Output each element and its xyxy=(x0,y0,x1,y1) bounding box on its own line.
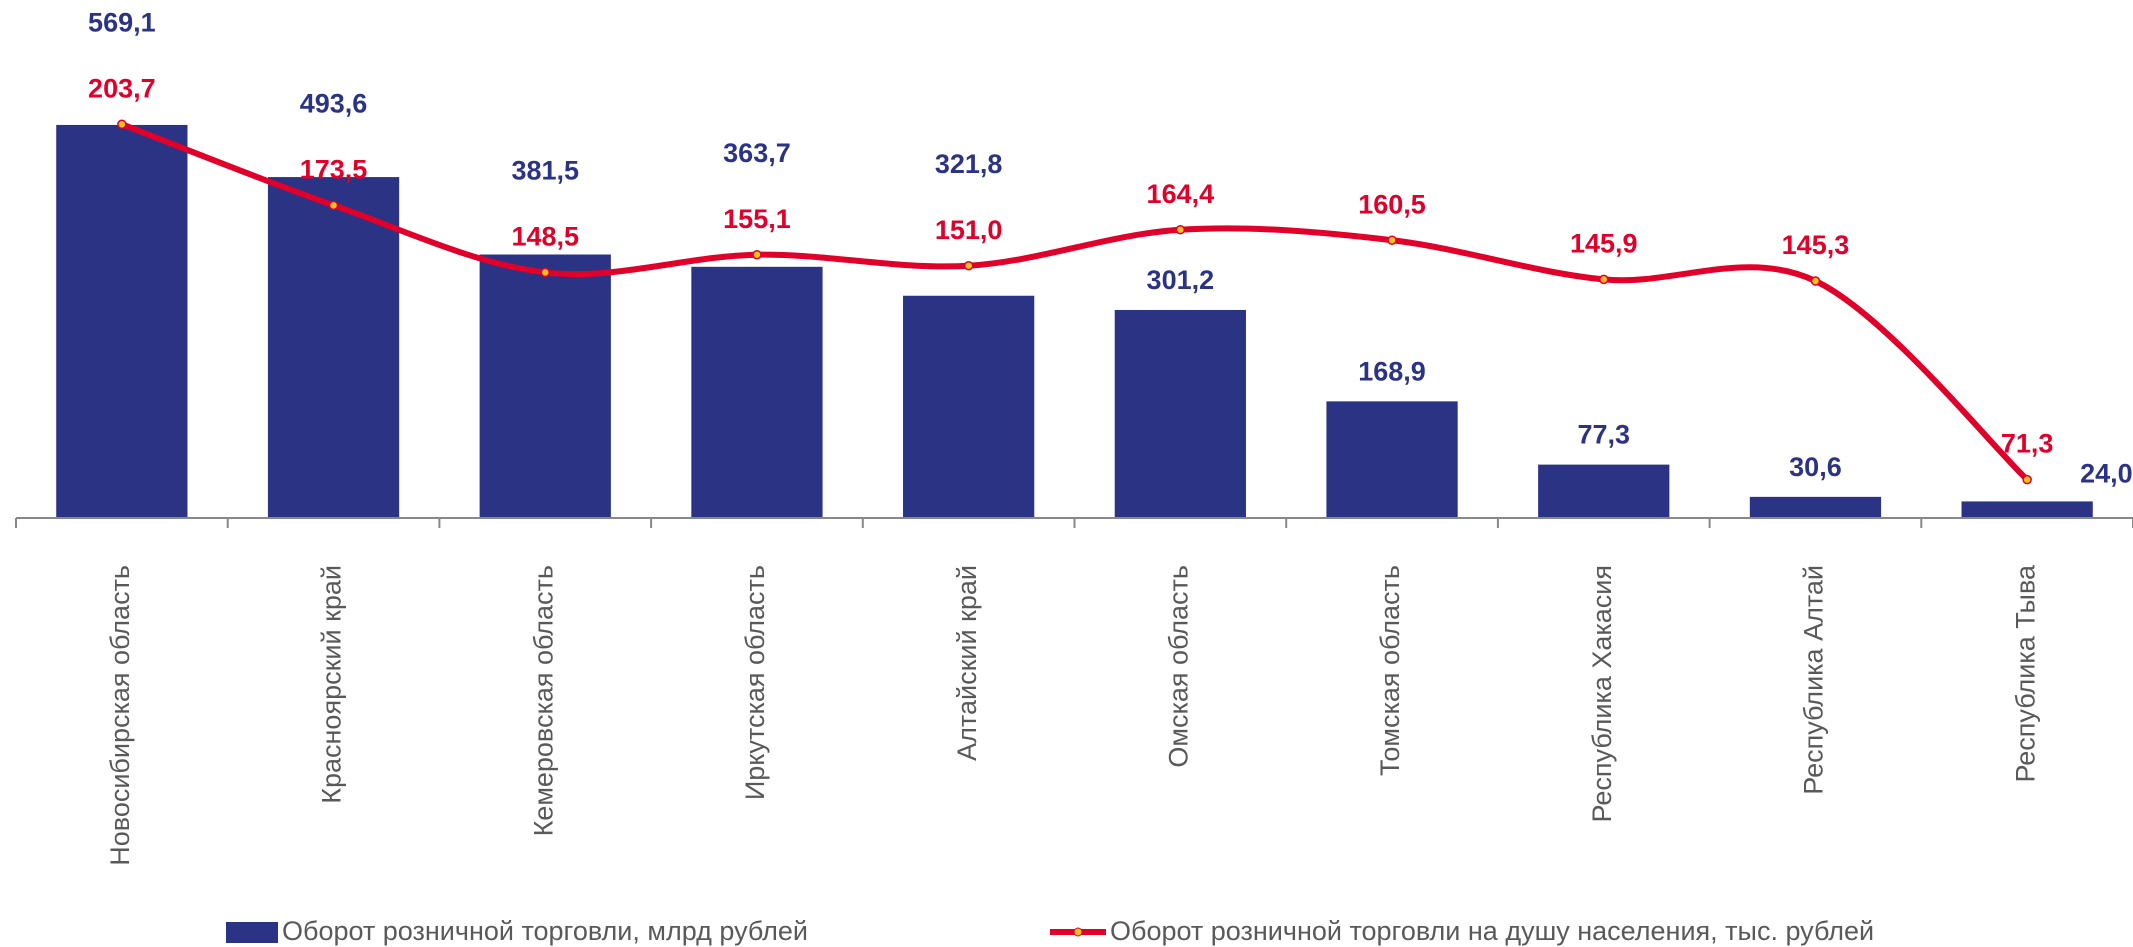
line-value-label: 148,5 xyxy=(511,222,579,252)
bar-value-label: 363,7 xyxy=(723,138,791,168)
legend-marker xyxy=(1073,927,1083,937)
bar-value-label: 168,9 xyxy=(1358,356,1426,386)
bar xyxy=(56,124,188,519)
legend-swatch xyxy=(226,922,278,943)
x-tick-label: Красноярский край xyxy=(317,565,347,804)
bar xyxy=(1749,496,1882,518)
bar-value-label: 569,1 xyxy=(88,7,156,37)
bar xyxy=(691,266,823,518)
line-value-label: 151,0 xyxy=(935,215,1003,245)
line-marker xyxy=(117,119,127,130)
line-marker xyxy=(963,260,974,271)
x-tick-label: Республика Хакасия xyxy=(1587,565,1617,822)
bar xyxy=(1114,309,1246,518)
line-marker xyxy=(752,249,762,260)
bar xyxy=(1538,464,1670,518)
bar xyxy=(1326,401,1458,518)
bar-value-label: 77,3 xyxy=(1577,420,1630,450)
legend-label: Оборот розничной торговли, млрд рублей xyxy=(282,916,808,946)
line-value-label: 155,1 xyxy=(723,204,791,234)
bar-value-label: 301,2 xyxy=(1147,265,1215,295)
line-value-label: 71,3 xyxy=(2001,429,2054,459)
x-tick-label: Томская область xyxy=(1375,565,1405,776)
bar-value-label: 381,5 xyxy=(511,156,579,186)
line-value-label: 160,5 xyxy=(1358,189,1426,219)
line-marker xyxy=(2022,474,2032,485)
x-tick-label: Алтайский край xyxy=(952,565,982,761)
line-marker xyxy=(1387,235,1397,245)
line-marker xyxy=(1175,224,1186,235)
bar xyxy=(1961,501,2093,518)
line-value-label: 164,4 xyxy=(1147,179,1215,209)
bar-value-label: 24,0 xyxy=(2080,459,2133,489)
bar xyxy=(479,254,611,518)
bar xyxy=(903,295,1035,518)
line-marker xyxy=(328,200,339,211)
x-tick-label: Республика Алтай xyxy=(1799,565,1829,795)
x-tick-label: Кемеровская область xyxy=(528,565,558,836)
line-value-label: 203,7 xyxy=(88,73,156,103)
x-tick-label: Иркутская область xyxy=(740,565,770,800)
bar xyxy=(267,177,400,519)
x-tick-label: Республика Тыва xyxy=(2010,564,2040,783)
line-value-label: 173,5 xyxy=(300,154,368,184)
line-value-label: 145,3 xyxy=(1782,230,1850,260)
x-tick-label: Омская область xyxy=(1163,565,1193,768)
line xyxy=(120,121,2030,482)
line-marker xyxy=(540,267,550,278)
line-value-label: 145,9 xyxy=(1570,229,1638,259)
line-marker xyxy=(1599,274,1609,285)
bar-value-label: 493,6 xyxy=(300,88,368,118)
legend-label: Оборот розничной торговли на душу населе… xyxy=(1110,916,1874,946)
x-tick-label: Новосибирская область xyxy=(105,565,135,866)
line-marker xyxy=(1810,276,1821,286)
bar-value-label: 30,6 xyxy=(1789,452,1842,482)
bar-value-label: 321,8 xyxy=(935,149,1003,179)
